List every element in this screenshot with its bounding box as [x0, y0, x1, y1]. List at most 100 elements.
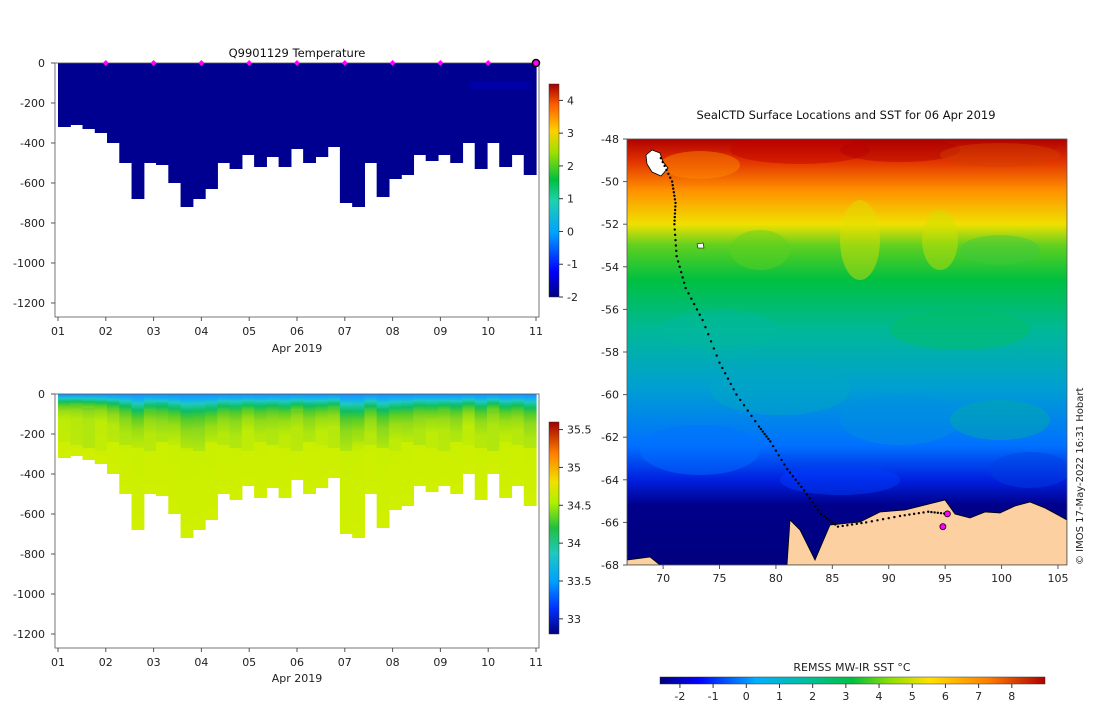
salinity-profile-shade [229, 408, 243, 448]
map-y-tick-label: -56 [601, 303, 619, 316]
salinity-colorbar [548, 421, 560, 635]
track-point [808, 497, 811, 500]
temperature-profile-column [388, 63, 402, 179]
salinity-profile-shade [217, 405, 231, 445]
sst-texture-blob [950, 400, 1050, 440]
x-tick-label: 03 [147, 656, 161, 669]
temperature-profile-column [119, 63, 133, 163]
x-tick-label: 07 [338, 325, 352, 338]
track-point [673, 219, 676, 222]
track-point [936, 511, 940, 515]
track-point [767, 437, 770, 441]
temperature-profile-column [499, 63, 513, 167]
y-tick-label: -1200 [13, 297, 45, 310]
temperature-profile-column [511, 63, 525, 155]
kerguelen-island [645, 149, 669, 177]
track-point [783, 463, 786, 466]
temperature-profile-column [352, 63, 366, 207]
map-y-tick-label: -62 [601, 431, 619, 444]
track-point [672, 187, 675, 190]
temperature-profile-column [70, 63, 84, 125]
track-point [673, 215, 676, 219]
track-point [681, 276, 684, 279]
temperature-profile-column [450, 63, 464, 163]
temperature-profile-column [315, 63, 329, 157]
x-tick-label: 05 [242, 325, 256, 338]
track-point [761, 430, 764, 433]
salinity-profile-shade [58, 402, 71, 442]
map-x-tick-label: 75 [713, 572, 727, 585]
track-point [786, 467, 789, 471]
credit-text: © IMOS 17-May-2022 16:31 Hobart [1075, 388, 1086, 565]
track-point [670, 180, 674, 183]
track-point [684, 286, 687, 290]
map-y-tick-label: -50 [601, 176, 619, 189]
track-point [676, 260, 680, 263]
track-point [667, 172, 670, 175]
salinity-profile-column [94, 394, 108, 464]
track-point [673, 198, 677, 201]
track-point [661, 160, 664, 164]
colorbar-tick-label: 35 [567, 461, 581, 474]
latest-profile-marker [531, 58, 541, 68]
x-tick-label: 04 [194, 656, 208, 669]
sst-texture-blob [840, 200, 880, 280]
map-y-tick-label: -60 [601, 389, 619, 402]
sst-colorbar-tick-label: -2 [674, 690, 685, 703]
salinity-profile-shade [290, 411, 304, 451]
profile-time-marker [485, 60, 492, 66]
track-point [704, 325, 707, 329]
sst-texture-blob [730, 230, 790, 270]
map-y-tick-label: -66 [601, 516, 619, 529]
track-point [917, 511, 921, 515]
sst-map-panel: SealCTD Surface Locations and SST for 06… [601, 108, 1086, 703]
temperature-profile-column [107, 63, 120, 143]
map-y-tick-label: -48 [601, 133, 619, 146]
antarctic-land [627, 499, 1067, 565]
temperature-profile-column [339, 63, 353, 203]
salinity-profile-column [315, 394, 329, 488]
salinity-profile-shade [352, 402, 366, 442]
x-tick-label: 08 [386, 656, 400, 669]
track-point [908, 513, 911, 516]
sst-colorbar-tick-label: -1 [708, 690, 719, 703]
sst-colorbar-tick-label: 4 [876, 690, 883, 703]
x-tick-label: 10 [481, 656, 495, 669]
temperature-profile-column [131, 63, 145, 199]
track-point [721, 366, 724, 370]
track-point [673, 223, 676, 226]
temperature-profile-column [94, 63, 108, 133]
salinity-profile-shade [82, 408, 96, 448]
salinity-profile-column [119, 394, 133, 494]
temperature-profile-column [437, 63, 451, 155]
track-point [817, 508, 820, 512]
salinity-profile-column [254, 394, 267, 498]
track-point [819, 512, 823, 516]
x-tick-label: 10 [481, 325, 495, 338]
profile-time-marker [341, 60, 348, 66]
x-tick-label: 09 [433, 656, 447, 669]
track-point [825, 516, 828, 520]
temperature-profile-column [290, 63, 304, 149]
salinity-profile-column [156, 394, 169, 496]
track-point [678, 265, 681, 268]
colorbar-tick-label: 33.5 [567, 575, 592, 588]
track-point [831, 521, 834, 524]
profile-time-marker [437, 60, 444, 66]
salinity-profile-column [450, 394, 464, 494]
temperature-profile-column [413, 63, 427, 155]
colorbar-tick-label: 2 [567, 160, 574, 173]
colorbar-tick-label: 35.5 [567, 424, 592, 437]
salinity-profile-column [523, 394, 537, 506]
salinity-profile-shade [94, 411, 108, 451]
track-point [712, 347, 716, 350]
track-point [673, 233, 677, 237]
salinity-profile-shade [131, 408, 145, 448]
salinity-profile-shade [278, 408, 292, 448]
temperature-profile-column [401, 63, 415, 175]
temperature-profile-column [474, 63, 488, 169]
salinity-profile-column [499, 394, 513, 498]
track-point [674, 238, 677, 242]
track-point [898, 514, 902, 518]
y-tick-label: -600 [20, 177, 45, 190]
